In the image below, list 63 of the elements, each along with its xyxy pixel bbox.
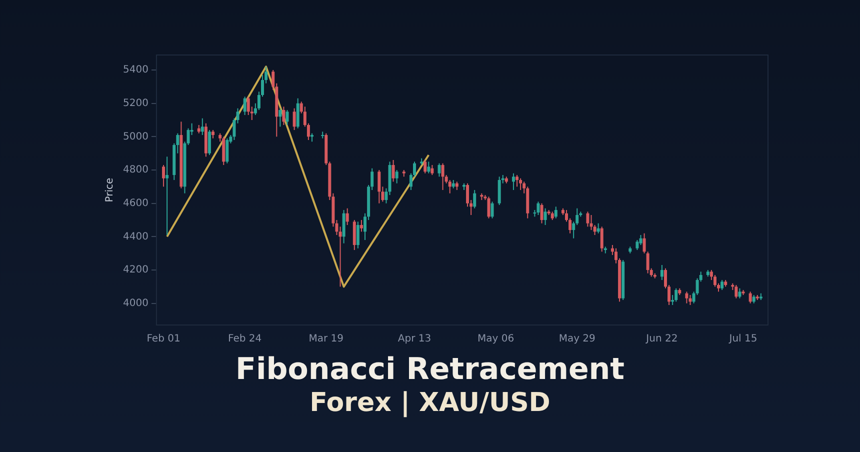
- y-tick-label: 4000: [122, 298, 148, 309]
- candlestick: [596, 222, 600, 234]
- x-tick-label: Mar 19: [308, 334, 344, 345]
- candlestick: [544, 208, 547, 226]
- candlestick: [554, 206, 558, 219]
- candlestick: [720, 280, 724, 290]
- y-tick-label: 4200: [122, 264, 148, 276]
- candlestick: [392, 160, 395, 182]
- candlestick: [519, 178, 522, 190]
- candlestick: [473, 190, 476, 209]
- x-tick-label: May 06: [478, 334, 514, 345]
- candlestick: [498, 176, 501, 206]
- candlestick: [734, 284, 738, 299]
- candlestick: [352, 220, 356, 250]
- candlestick: [292, 108, 296, 130]
- candlestick: [342, 210, 346, 244]
- candlestick: [282, 106, 286, 126]
- candlestick: [674, 288, 678, 302]
- text: Fibonacci Retracement: [234, 352, 626, 388]
- candlestick: [490, 201, 494, 219]
- candlestick: [427, 161, 430, 174]
- candlestick: [642, 232, 646, 254]
- y-tick-label: 4400: [122, 231, 148, 242]
- text: Forex | XAU/USD: [308, 388, 552, 420]
- candlestick: [378, 170, 381, 204]
- candlestick: [430, 164, 434, 176]
- candlestick: [536, 201, 540, 216]
- x-tick-label: Feb 24: [228, 334, 262, 345]
- y-tick-label: 4600: [122, 198, 148, 209]
- y-tick-label: 5400: [122, 64, 148, 76]
- candlestick: [286, 110, 289, 126]
- candlestick: [356, 221, 360, 249]
- x-tick-label: Jul 15: [728, 334, 758, 345]
- candlestick: [738, 288, 742, 299]
- x-tick-label: Feb 01: [146, 334, 180, 345]
- y-tick-label: 5000: [122, 131, 148, 142]
- candlestick: [296, 98, 300, 129]
- y-tick-label: 4800: [122, 164, 148, 176]
- candlestick: [424, 160, 427, 174]
- candlestick: [646, 251, 650, 274]
- x-tick-label: Apr 13: [398, 334, 432, 345]
- candlestick: [438, 162, 441, 178]
- x-tick-label: May 29: [558, 334, 596, 345]
- candlestick: [338, 226, 342, 288]
- candlestick: [540, 202, 544, 224]
- candlestick: [586, 211, 590, 228]
- x-tick-label: Jun 22: [645, 334, 678, 345]
- candlestick: [395, 170, 398, 184]
- candlestick: [360, 220, 363, 232]
- candlestick: [384, 188, 388, 204]
- y-tick-label: 5200: [122, 98, 148, 109]
- candlestick: [688, 294, 692, 306]
- candlestick: [685, 291, 688, 304]
- candlestick: [441, 162, 444, 190]
- candlestick: [487, 196, 490, 219]
- candlestick: [278, 108, 282, 128]
- candlestick: [512, 172, 515, 190]
- candlestick: [516, 174, 519, 188]
- candlestick: [600, 226, 604, 252]
- y-axis-title: Price: [104, 178, 116, 202]
- candlestick: [346, 208, 349, 226]
- candlestick: [660, 264, 664, 280]
- candlestick: [748, 291, 752, 304]
